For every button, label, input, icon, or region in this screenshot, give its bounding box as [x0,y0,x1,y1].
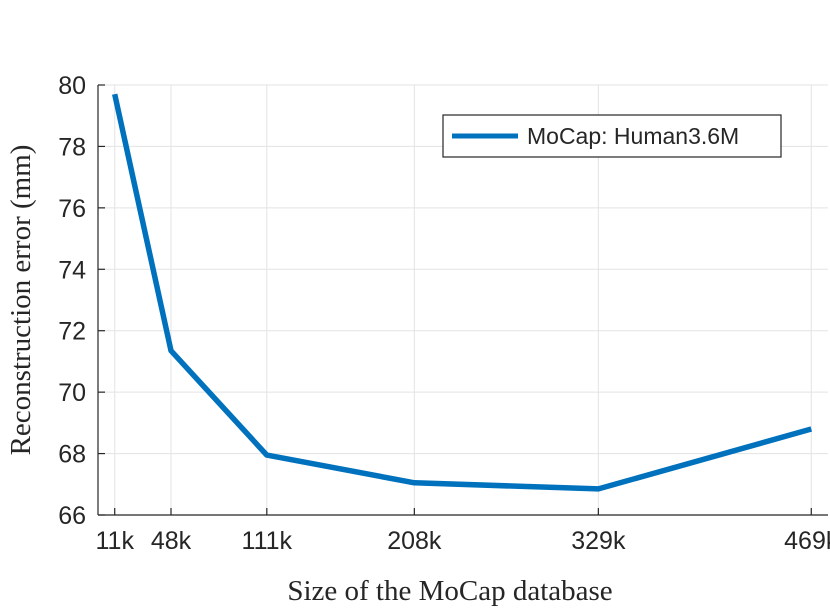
y-tick-label: 72 [58,318,86,346]
y-tick-label: 70 [58,379,86,407]
legend: MoCap: Human3.6M [442,114,782,158]
y-ticks: 66 68 70 72 74 76 78 80 [58,72,105,530]
x-tick-label: 469k [784,527,830,555]
axes [97,85,828,516]
x-ticks: 11k 48k 111k 208k 329k 469k [96,508,830,555]
x-tick-label: 329k [571,527,626,555]
x-tick-label: 111k [242,527,293,555]
series-group [112,93,813,492]
y-tick-label: 74 [58,256,86,284]
legend-label: MoCap: Human3.6M [527,123,739,149]
y-tick-label: 76 [58,195,86,223]
x-tick-label: 11k [96,527,135,555]
x-axis-title: Size of the MoCap database [287,575,612,607]
y-tick-label: 66 [58,502,86,530]
x-tick-label: 48k [151,527,192,555]
series-line-0 [112,93,813,492]
y-axis-title: Reconstruction error (mm) [5,145,37,456]
y-tick-label: 78 [58,133,86,161]
y-tick-label: 68 [58,441,86,469]
x-tick-label: 208k [387,527,442,555]
y-tick-label: 80 [58,72,86,100]
